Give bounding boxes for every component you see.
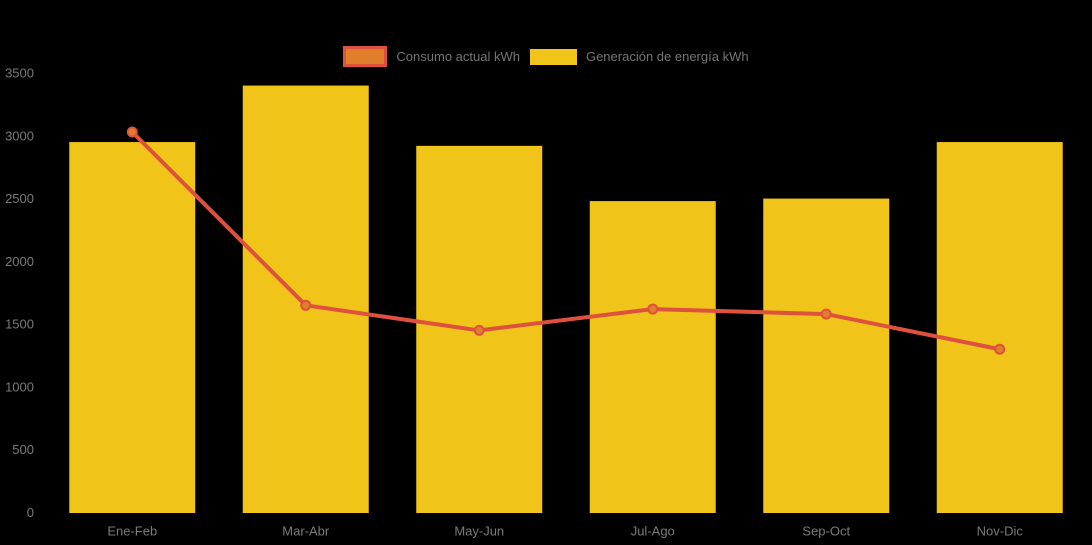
y-axis-tick-label: 3000 [5, 128, 34, 143]
bar-jul-ago[interactable] [589, 201, 716, 513]
y-axis-tick-label: 2500 [5, 191, 34, 206]
line-point-may-jun[interactable] [473, 324, 485, 336]
x-axis-label-ene-feb: Ene-Feb [107, 524, 157, 539]
legend-item-generacion-energia[interactable]: Generación de energía kWh [529, 48, 749, 65]
y-axis-tick-label: 1000 [5, 379, 34, 394]
x-axis-label-sep-oct: Sep-Oct [802, 524, 850, 539]
y-axis-tick-label: 3500 [5, 66, 34, 81]
line-point-sep-oct[interactable] [820, 308, 832, 320]
bar-nov-dic[interactable] [936, 142, 1063, 514]
bar-sep-oct[interactable] [763, 198, 890, 514]
consumption-line [130, 130, 1002, 352]
legend-label-consumo-actual: Consumo actual kWh [396, 49, 520, 64]
legend-swatch-bar-series [529, 48, 577, 65]
y-axis-tick-label: 0 [27, 505, 34, 520]
line-point-ene-feb[interactable] [126, 126, 138, 138]
y-axis-tick-label: 1500 [5, 317, 34, 332]
line-point-jul-ago[interactable] [647, 303, 659, 315]
legend-item-consumo-actual[interactable]: Consumo actual kWh [343, 46, 520, 67]
line-point-mar-abr[interactable] [300, 299, 312, 311]
x-axis-label-may-jun: May-Jun [454, 524, 504, 539]
legend-swatch-line-series [343, 46, 388, 67]
line-point-nov-dic[interactable] [994, 343, 1006, 355]
legend-label-generacion-energia: Generación de energía kWh [585, 49, 749, 64]
y-axis-tick-label: 2000 [5, 254, 34, 269]
x-axis-label-nov-dic: Nov-Dic [977, 524, 1024, 539]
bar-mar-abr[interactable] [242, 85, 369, 514]
y-axis-tick-label: 500 [12, 442, 34, 457]
chart-legend: Consumo actual kWh Generación de energía… [0, 46, 1092, 67]
bar-ene-feb[interactable] [69, 142, 196, 514]
x-axis-label-jul-ago: Jul-Ago [631, 524, 675, 539]
x-axis-label-mar-abr: Mar-Abr [282, 524, 330, 539]
